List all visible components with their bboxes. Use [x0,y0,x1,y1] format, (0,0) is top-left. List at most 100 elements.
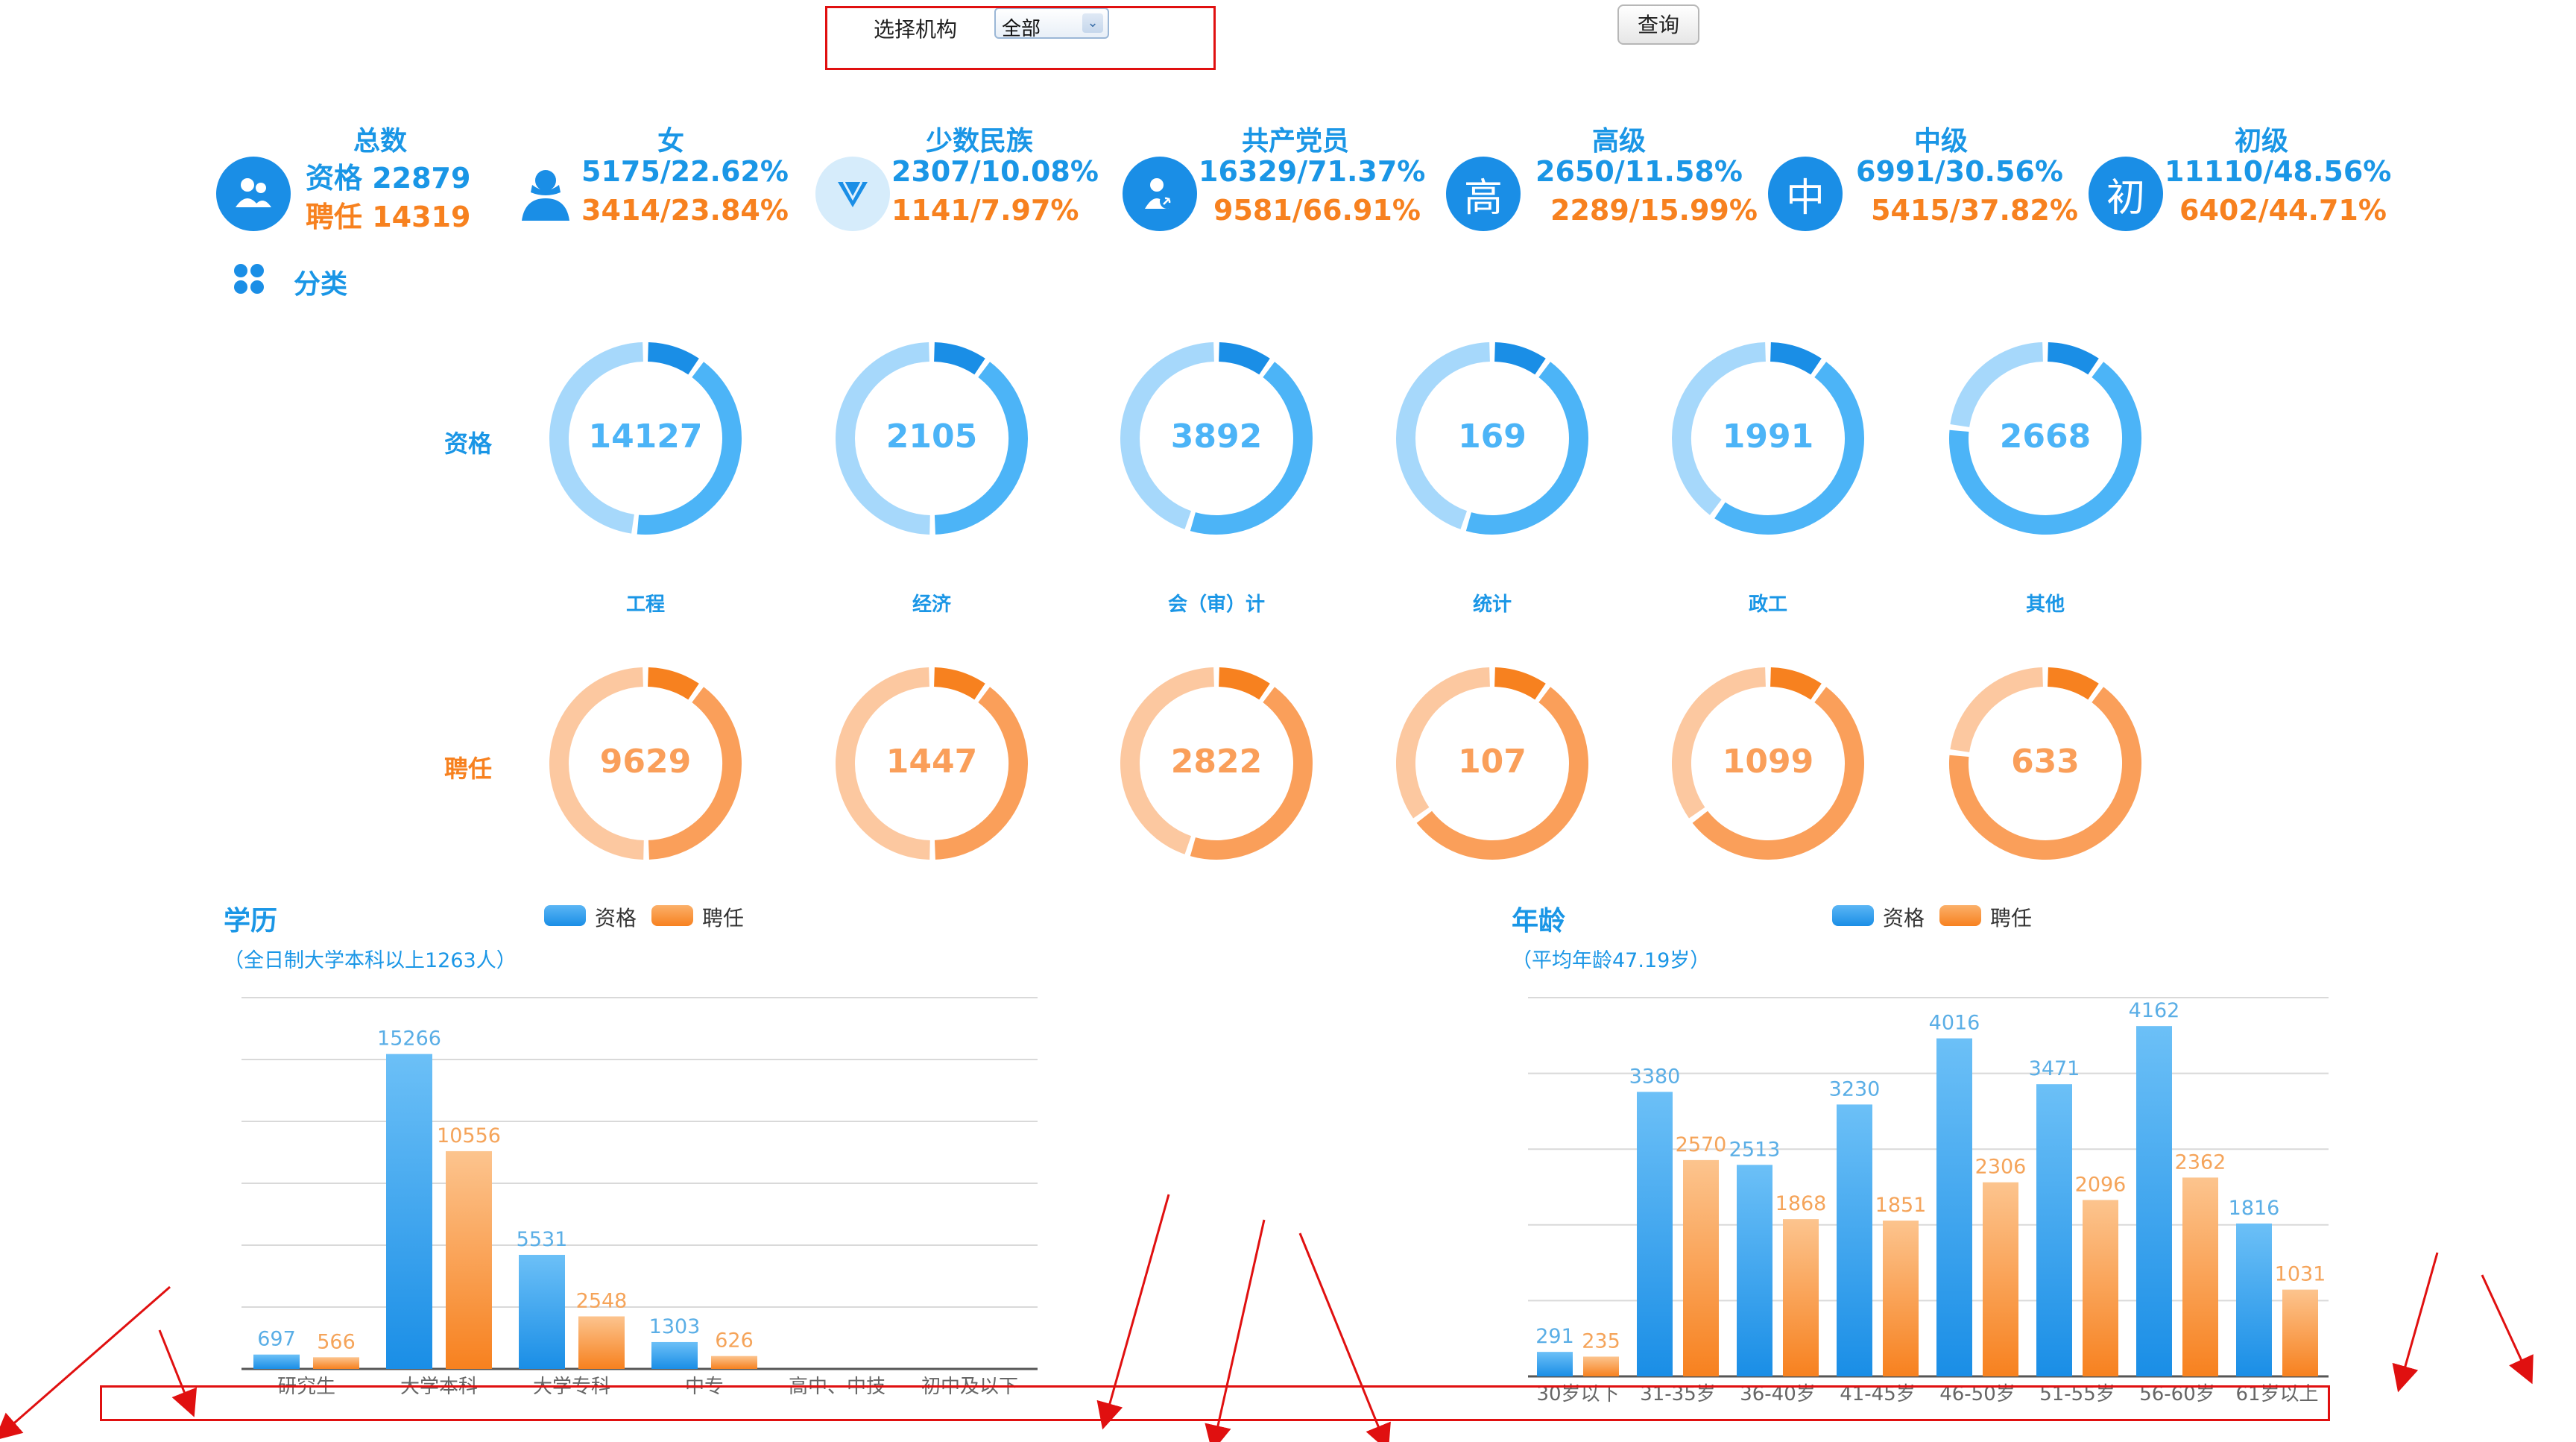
donut-value-appt: 2822 [1170,743,1263,781]
bar-value-label: 5531 [517,1228,568,1251]
donut-segment-rest [836,667,930,860]
query-button[interactable]: 查询 [1617,4,1699,45]
bar-appt [2083,1200,2118,1376]
donut-value-qual: 169 [1458,418,1527,456]
stat-line-appt: 2289/15.99% [1550,194,1758,227]
edu-chart-subtitle: （全日制大学本科以上1263人） [224,949,517,972]
edu-legend-appt-swatch [651,905,693,926]
donut-appt-1 [836,667,1028,860]
stat-line-appt: 5415/37.82% [1871,194,2078,227]
donut-qual-0 [549,342,742,535]
bar-value-label: 2570 [1676,1133,1727,1156]
stat-line-qual: 11110/48.56% [2165,155,2392,188]
category-label: 统计 [1472,594,1512,616]
bar-value-label: 626 [715,1329,754,1353]
bar-appt [578,1316,625,1369]
donut-segment-main [1416,687,1588,860]
stat-line-appt: 3414/23.84% [581,194,789,227]
donut-segment-main [934,687,1028,860]
donut-value-qual: 3892 [1170,418,1263,456]
row-label-appt: 聘任 [444,755,493,783]
stat-line-qual: 资格 22879 [306,162,471,195]
donut-segment-rest [1950,342,2044,428]
donut-appt-0 [549,667,742,860]
stat-line-appt: 聘任 14319 [306,201,471,233]
donut-value-appt: 107 [1458,743,1527,781]
bar-appt [1983,1182,2018,1376]
stat-line-appt: 1141/7.97% [891,194,1079,227]
bar-value-label: 10556 [437,1124,501,1147]
donut-segment-rest [1672,342,1767,515]
woman-icon [508,157,583,231]
donut-segment-top [1770,667,1822,700]
bar-appt [313,1357,359,1369]
bar-value-label: 1031 [2275,1263,2326,1286]
donut-segment-top [1218,667,1270,700]
donut-segment-main [934,362,1028,535]
donut-segment-main [1692,687,1864,860]
donut-segment-top [1218,342,1270,375]
org-select[interactable]: 全部 ⌄ [994,7,1109,40]
party-member-icon [1123,157,1197,231]
donut-qual-5 [1949,342,2141,535]
bar-qual [1537,1352,1573,1376]
stat-line-qual: 5175/22.62% [581,155,789,188]
donut-segment-rest [549,342,644,534]
donut-segment-main [1190,362,1313,535]
bar-value-label: 15266 [377,1027,441,1051]
donut-qual-4 [1672,342,1864,535]
age-chart-title: 年龄 [1512,906,1566,936]
donut-value-appt: 1447 [886,743,978,781]
donut-segment-top [647,342,699,375]
bar-value-label: 697 [257,1328,296,1351]
bar-value-label: 2306 [1975,1156,2027,1179]
donut-segment-top [1494,667,1546,700]
annotation-box-bottom [100,1385,2330,1421]
age-legend-appt-swatch [1939,905,1981,926]
bar-appt [2282,1289,2318,1376]
donut-segment-rest [1950,667,2044,753]
donut-segment-main [1465,362,1588,535]
org-select-label: 选择机构 [874,17,958,42]
bar-value-label: 1303 [649,1315,701,1338]
edu-legend-appt-label: 聘任 [702,906,745,931]
bar-qual [2136,1026,2172,1376]
donut-value-appt: 1099 [1722,743,1814,781]
senior-icon: 高 [1446,157,1521,231]
donut-segment-rest [1396,667,1491,819]
bar-qual [1936,1038,1972,1376]
bar-value-label: 3380 [1629,1065,1681,1088]
stat-title: 高级 [1591,126,1646,157]
ethnic-icon [815,157,890,231]
edu-legend-qual-swatch [544,905,586,926]
donut-value-appt: 9629 [599,743,692,781]
bar-value-label: 2362 [2175,1150,2226,1174]
donut-appt-2 [1120,667,1313,860]
edu-legend-qual-label: 资格 [595,906,637,931]
stat-line-appt: 6402/44.71% [2179,194,2387,227]
bar-value-label: 2513 [1729,1138,1781,1161]
bar-qual [386,1054,432,1369]
donut-value-qual: 1991 [1722,418,1814,456]
donut-qual-3 [1396,342,1588,535]
donut-segment-top [933,342,985,375]
bar-value-label: 2548 [576,1290,628,1313]
bar-value-label: 1851 [1875,1194,1927,1217]
category-label: 政工 [1748,594,1787,616]
age-legend-appt-label: 聘任 [1990,906,2033,931]
donut-appt-4 [1672,667,1864,860]
age-chart-subtitle: （平均年龄47.19岁） [1512,949,1711,972]
donut-value-qual: 14127 [588,418,703,456]
donut-segment-rest [1672,667,1767,819]
chevron-down-icon[interactable]: ⌄ [1082,13,1103,33]
donut-qual-1 [836,342,1028,535]
donut-segment-rest [1120,342,1215,529]
stat-title: 少数民族 [925,126,1033,157]
bar-value-label: 3471 [2029,1057,2080,1080]
donut-appt-3 [1396,667,1588,860]
stat-title: 共产党员 [1241,126,1349,157]
donut-segment-main [1190,687,1313,860]
